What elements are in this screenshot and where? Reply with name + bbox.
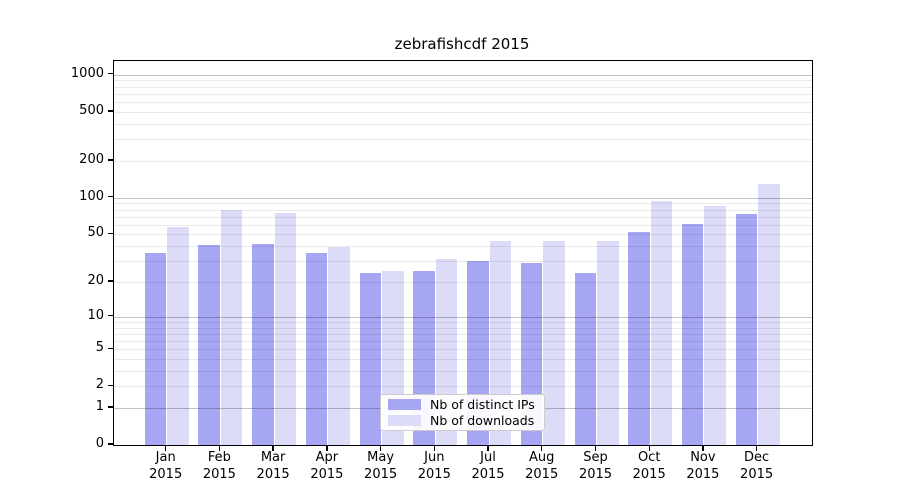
bar-downloads-dec — [758, 183, 780, 445]
x-tick-label-jun: Jun 2015 — [417, 450, 451, 482]
bar-distinct-ips-mar — [252, 243, 274, 445]
x-tick-mark-may — [379, 445, 382, 451]
x-tick-label-apr: Apr 2015 — [310, 450, 344, 482]
y-tick-mark-10 — [108, 315, 113, 317]
bar-downloads-feb — [220, 210, 243, 445]
y-tick-mark-1000 — [108, 73, 113, 75]
x-tick-label-oct: Oct 2015 — [632, 450, 666, 482]
bars-layer — [114, 61, 812, 445]
y-tick-mark-200 — [108, 159, 113, 161]
x-tick-mark-apr — [326, 445, 328, 451]
y-tick-label-200: 200 — [79, 151, 104, 167]
legend-entry-distinct-ips: Nb of distinct IPs — [388, 397, 537, 412]
legend-swatch-distinct-ips — [388, 399, 421, 411]
y-tick-label-1: 1 — [95, 399, 104, 415]
plot-area: Nb of distinct IPs Nb of downloads — [113, 60, 813, 446]
y-tick-mark-100 — [108, 196, 113, 198]
legend-entry-downloads: Nb of downloads — [388, 413, 537, 428]
x-tick-mark-aug — [541, 445, 543, 451]
x-tick-label-aug: Aug 2015 — [525, 450, 559, 482]
bar-distinct-ips-sep — [574, 272, 596, 445]
x-tick-label-jul: Jul 2015 — [471, 450, 505, 482]
bar-distinct-ips-apr — [305, 253, 328, 445]
chart-title: zebrafishcdf 2015 — [394, 35, 530, 53]
x-tick-mark-nov — [702, 445, 704, 451]
bar-distinct-ips-feb — [198, 244, 220, 445]
legend-label-distinct-ips: Nb of distinct IPs — [430, 397, 535, 413]
x-tick-label-jan: Jan 2015 — [149, 450, 183, 482]
bar-downloads-oct — [650, 200, 673, 445]
y-tick-label-1000: 1000 — [70, 65, 104, 81]
x-tick-mark-jun — [433, 445, 435, 451]
x-tick-mark-feb — [218, 445, 221, 451]
x-tick-mark-jul — [487, 445, 489, 451]
bar-distinct-ips-may — [359, 272, 382, 445]
bar-distinct-ips-oct — [628, 232, 650, 445]
x-tick-label-may: May 2015 — [364, 450, 398, 482]
bar-distinct-ips-jan — [144, 253, 167, 445]
legend: Nb of distinct IPs Nb of downloads — [380, 394, 545, 431]
x-tick-mark-dec — [755, 445, 758, 451]
bar-distinct-ips-nov — [681, 223, 704, 445]
bar-distinct-ips-dec — [735, 214, 758, 445]
x-tick-mark-mar — [272, 445, 274, 451]
y-tick-mark-5 — [108, 347, 113, 349]
y-tick-label-5: 5 — [95, 340, 104, 356]
bar-downloads-aug — [543, 241, 565, 445]
y-tick-mark-0 — [108, 443, 113, 445]
x-tick-label-mar: Mar 2015 — [256, 450, 290, 482]
legend-swatch-downloads — [388, 414, 421, 426]
y-tick-mark-50 — [108, 232, 113, 235]
x-tick-label-dec: Dec 2015 — [740, 450, 774, 482]
y-tick-label-500: 500 — [79, 102, 104, 118]
x-tick-mark-jan — [165, 445, 167, 451]
legend-label-downloads: Nb of downloads — [430, 412, 535, 428]
bar-downloads-mar — [274, 213, 297, 445]
y-tick-label-10: 10 — [87, 307, 104, 323]
x-tick-label-sep: Sep 2015 — [578, 450, 613, 482]
y-tick-mark-500 — [108, 110, 113, 112]
x-tick-mark-sep — [594, 445, 597, 451]
y-tick-mark-2 — [108, 384, 113, 387]
y-tick-label-0: 0 — [95, 436, 104, 451]
bar-downloads-sep — [597, 241, 619, 445]
bar-downloads-apr — [328, 247, 350, 445]
bar-downloads-nov — [704, 205, 726, 445]
y-tick-label-50: 50 — [87, 225, 104, 241]
bar-downloads-jan — [167, 226, 189, 445]
y-tick-label-20: 20 — [87, 273, 104, 288]
x-tick-mark-oct — [648, 445, 650, 451]
y-tick-mark-20 — [108, 280, 113, 282]
y-tick-label-100: 100 — [79, 188, 104, 204]
y-tick-label-2: 2 — [95, 377, 104, 393]
y-tick-mark-1 — [108, 406, 113, 408]
x-tick-label-nov: Nov 2015 — [686, 450, 720, 482]
x-tick-label-feb: Feb 2015 — [202, 450, 236, 482]
